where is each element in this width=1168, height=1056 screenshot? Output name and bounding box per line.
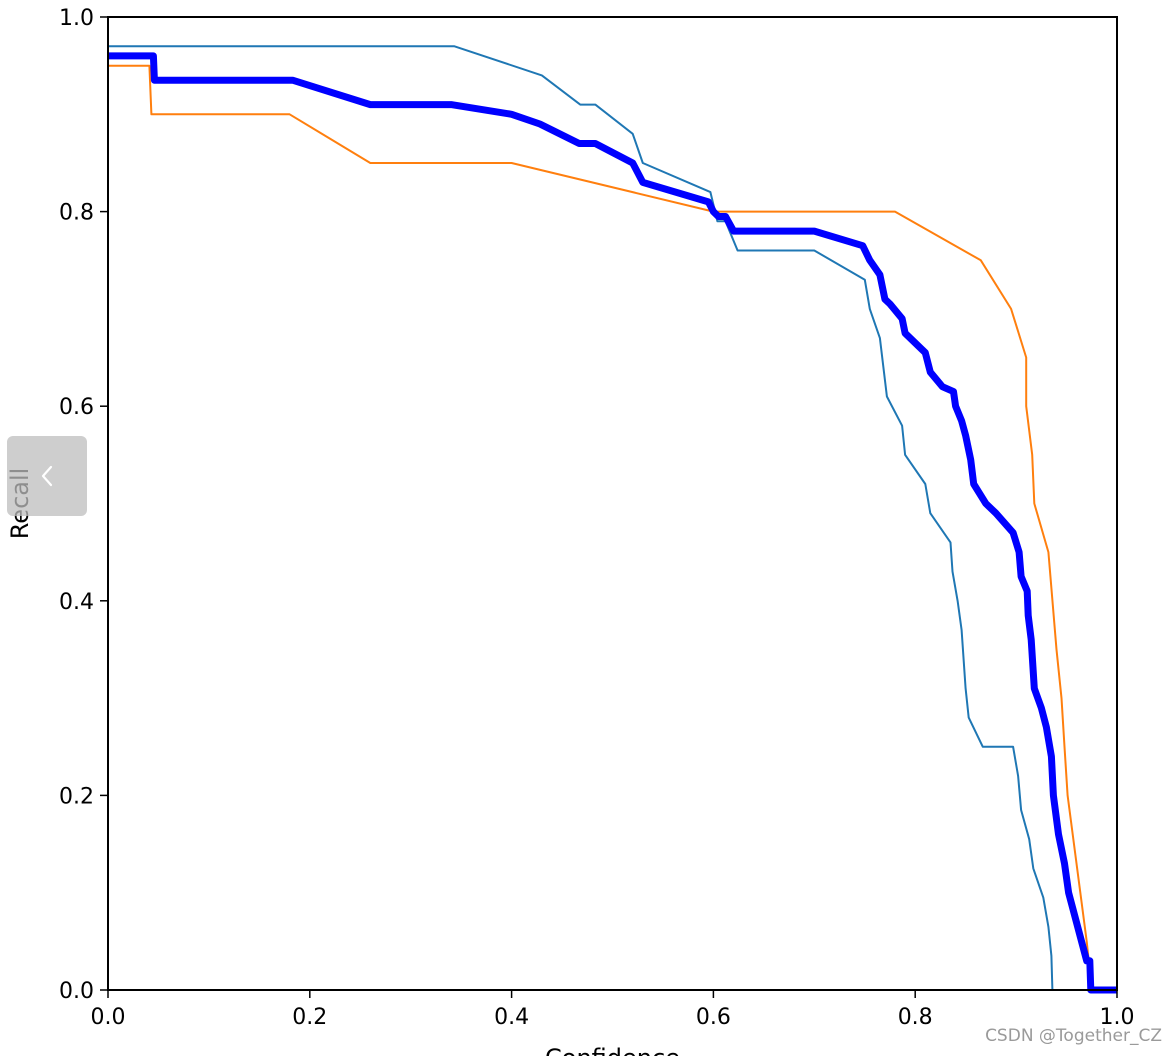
y-tick-label: 1.0: [59, 6, 94, 31]
plot-frame: [107, 16, 1118, 991]
x-axis-label: Confidence: [545, 1044, 680, 1056]
x-tick-label: 0.2: [292, 1005, 327, 1030]
x-tick-label: 0.4: [494, 1005, 529, 1030]
x-tick-label: 0.0: [91, 1005, 126, 1030]
x-tick-label: 0.6: [696, 1005, 731, 1030]
series-layer: [108, 45, 1117, 994]
x-tick-label: 1.0: [1100, 1005, 1135, 1030]
y-tick-label: 0.4: [59, 590, 94, 615]
series-line-1: [108, 45, 1054, 991]
y-tick-label: 0.2: [59, 784, 94, 809]
y-tick-label: 0.0: [59, 979, 94, 1004]
y-tick-label: 0.8: [59, 201, 94, 226]
x-tick-label: 0.8: [898, 1005, 933, 1030]
series-line-2: [108, 64, 1117, 991]
series-line-3: [108, 52, 1117, 994]
watermark-text: CSDN @Together_CZ: [985, 1026, 1162, 1046]
chevron-left-icon: [37, 463, 57, 489]
collapse-panel-button[interactable]: [7, 436, 87, 516]
y-tick-label: 0.6: [59, 395, 94, 420]
tick-layer: 0.0 0.2 0.4 0.6 0.8 1.0 0.0 0.2 0.4 0.6 0.8 1.0: [59, 6, 1135, 1030]
